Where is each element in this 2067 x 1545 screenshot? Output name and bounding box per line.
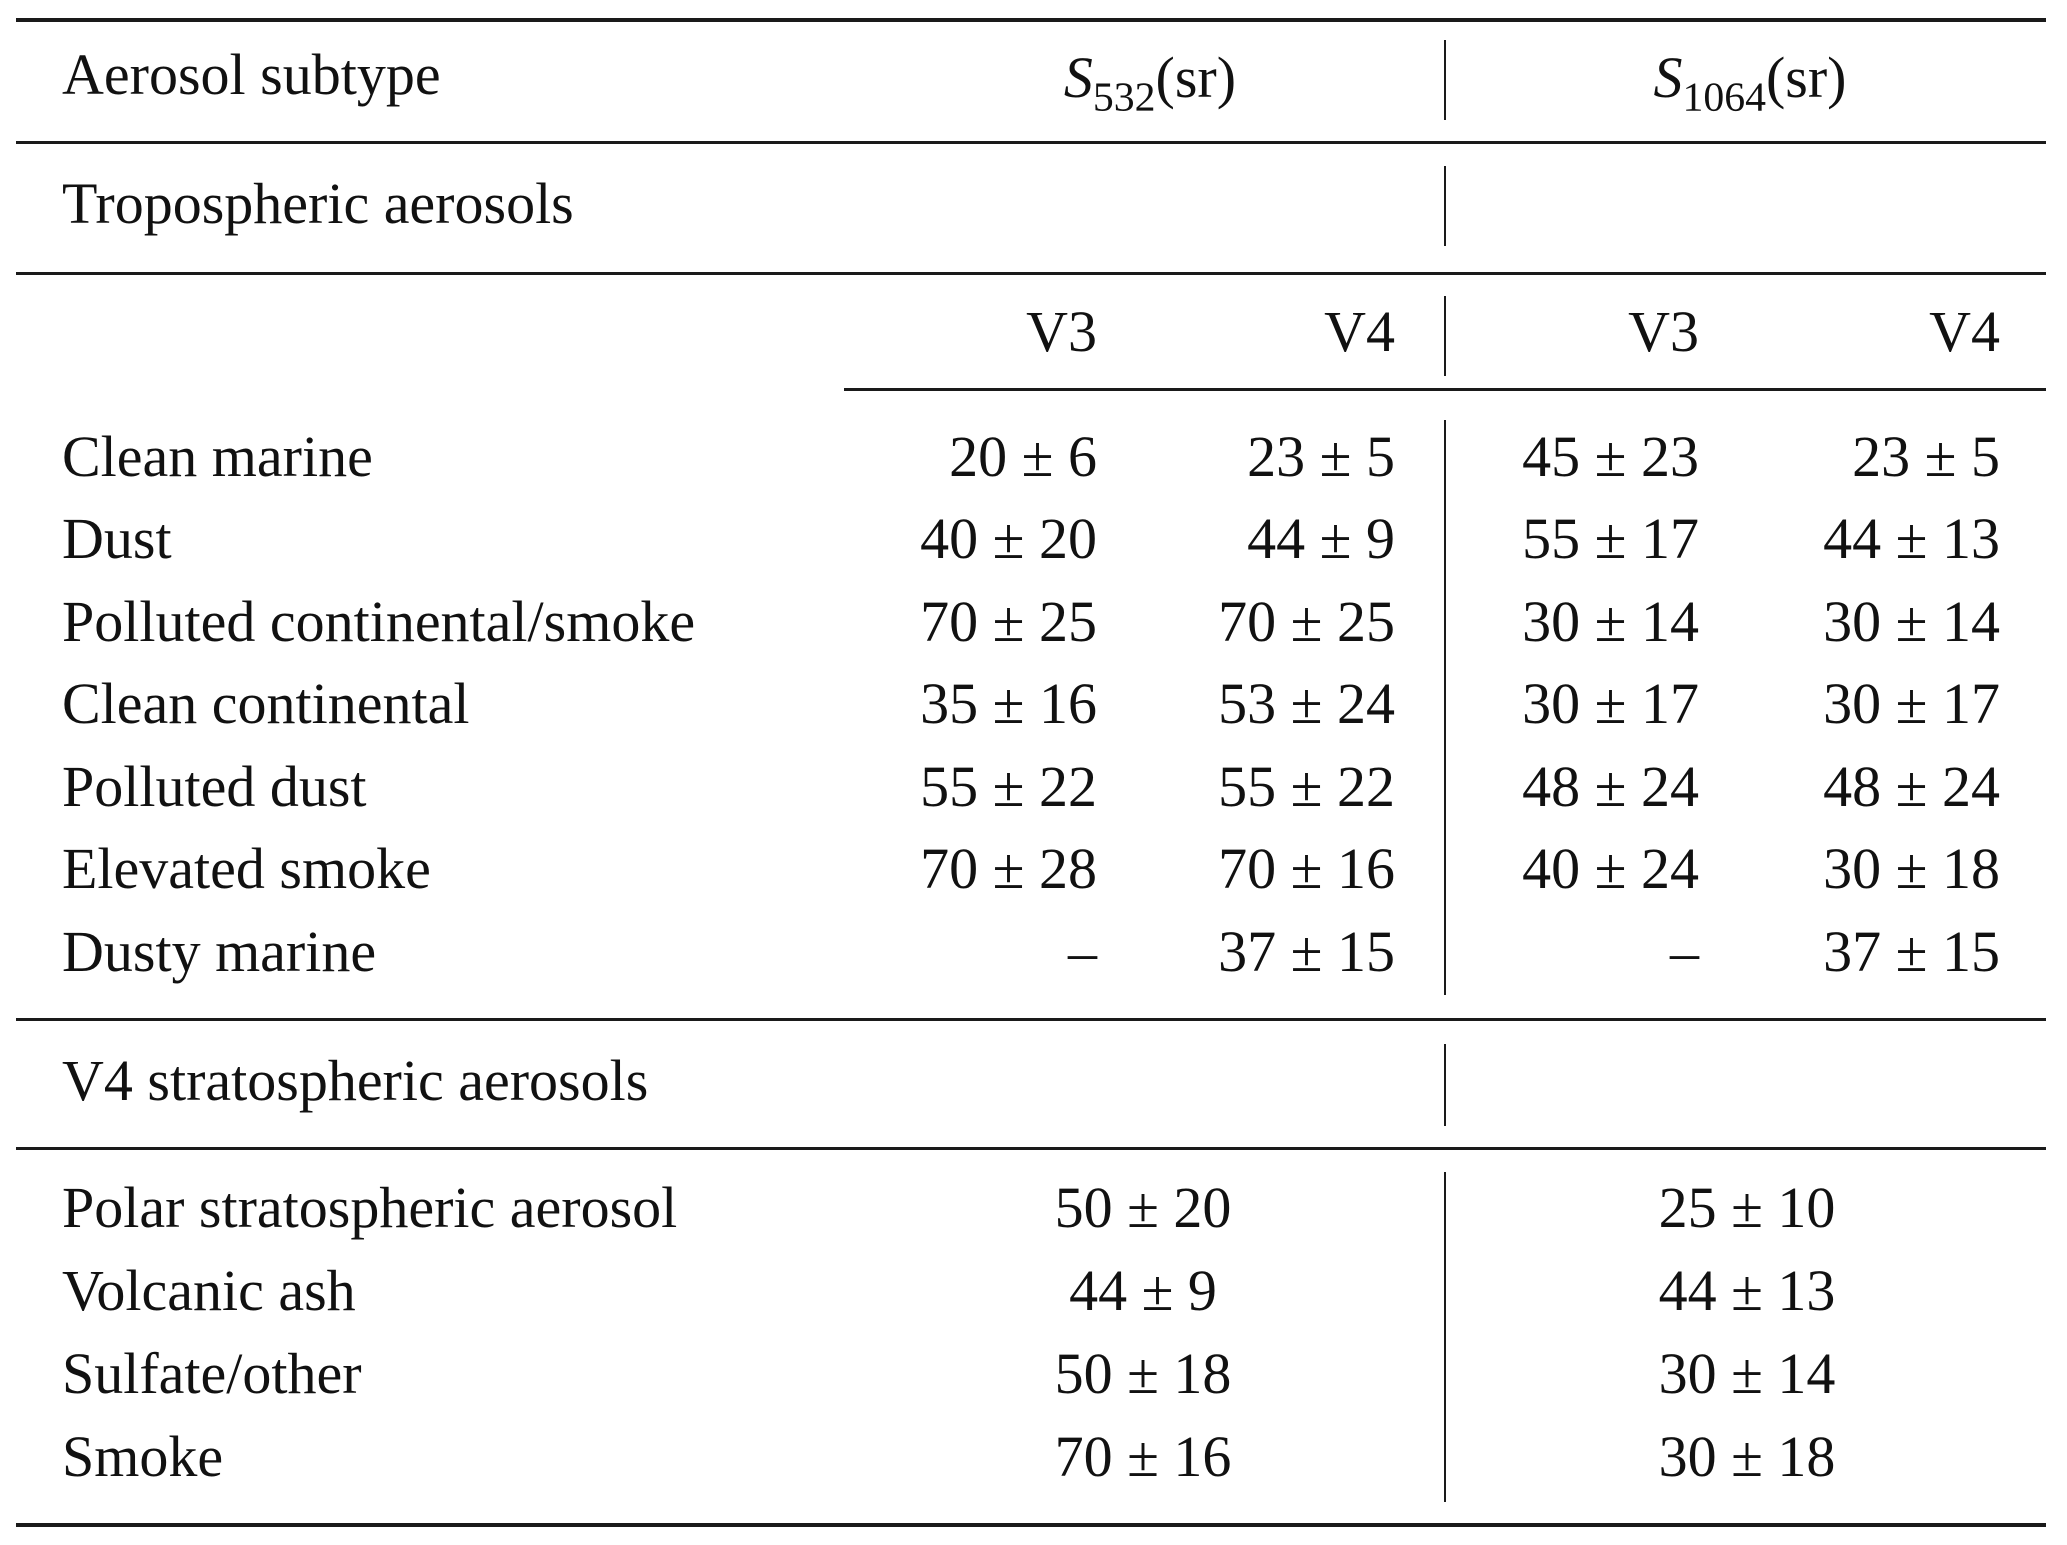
column-divider	[1444, 166, 1446, 246]
tropo-end-rule	[16, 1018, 2046, 1021]
cell-s1064-v3: 40 ± 24	[1522, 836, 1699, 901]
version-header: V3	[1026, 299, 1097, 364]
cell-s1064: 44 ± 13	[1658, 1258, 1836, 1323]
cell-s1064-v3: 48 ± 24	[1522, 754, 1699, 819]
cell-s532-v4: 37 ± 15	[1218, 919, 1395, 984]
row-name: Polar stratospheric aerosol	[62, 1175, 678, 1240]
row-name: Polluted continental/smoke	[62, 589, 696, 654]
s532-symbol: S	[1063, 45, 1093, 110]
s1064-symbol: S	[1653, 45, 1683, 110]
cell-s532-v4: 55 ± 22	[1218, 754, 1395, 819]
cell-s1064: 30 ± 14	[1658, 1341, 1836, 1406]
version-header: V4	[1324, 299, 1395, 364]
row-name: Elevated smoke	[62, 836, 431, 901]
cell-s1064: 30 ± 18	[1658, 1424, 1836, 1489]
cell-s532: 50 ± 18	[1054, 1341, 1232, 1406]
column-divider	[1444, 1044, 1446, 1126]
strato-label-rule	[16, 1147, 2046, 1150]
cell-s532-v3: 40 ± 20	[920, 506, 1097, 571]
header-s532: S532(sr)	[900, 49, 1400, 119]
cell-s532-v3: 35 ± 16	[920, 671, 1097, 736]
row-name: Smoke	[62, 1424, 224, 1489]
cell-s532: 50 ± 20	[1054, 1175, 1232, 1240]
version-rule	[844, 388, 2046, 391]
cell-s532-v3: 20 ± 6	[949, 424, 1097, 489]
row-name: Dust	[62, 506, 172, 571]
top-rule	[16, 18, 2046, 22]
s1064-subscript: 1064	[1682, 74, 1766, 121]
column-divider	[1444, 40, 1446, 120]
cell-s532-v3: –	[1068, 919, 1097, 984]
cell-s532-v3: 70 ± 25	[920, 589, 1097, 654]
cell-s1064-v3: 30 ± 17	[1522, 671, 1699, 736]
column-divider	[1444, 296, 1446, 376]
version-header: V3	[1628, 299, 1699, 364]
row-name: Sulfate/other	[62, 1341, 362, 1406]
s1064-unit: (sr)	[1765, 45, 1847, 110]
row-name: Clean continental	[62, 671, 470, 736]
cell-s1064: 25 ± 10	[1658, 1175, 1836, 1240]
column-divider	[1444, 1172, 1446, 1502]
cell-s1064-v3: 45 ± 23	[1522, 424, 1699, 489]
cell-s532-v4: 70 ± 16	[1218, 836, 1395, 901]
row-name: Clean marine	[62, 424, 373, 489]
cell-s1064-v3: 30 ± 14	[1522, 589, 1699, 654]
cell-s532: 44 ± 9	[1069, 1258, 1217, 1323]
header-s1064: S1064(sr)	[1500, 49, 2000, 119]
cell-s532-v4: 23 ± 5	[1247, 424, 1395, 489]
cell-s532-v3: 55 ± 22	[920, 754, 1097, 819]
tropo-label-rule	[16, 272, 2046, 275]
row-name: Polluted dust	[62, 754, 367, 819]
row-name: Dusty marine	[62, 919, 377, 984]
cell-s1064-v4: 30 ± 18	[1823, 836, 2000, 901]
cell-s1064-v4: 23 ± 5	[1852, 424, 2000, 489]
bottom-rule	[16, 1523, 2046, 1527]
cell-s532-v4: 53 ± 24	[1218, 671, 1395, 736]
s532-unit: (sr)	[1155, 45, 1237, 110]
header-rule	[16, 141, 2046, 144]
cell-s1064-v4: 48 ± 24	[1823, 754, 2000, 819]
cell-s1064-v4: 37 ± 15	[1823, 919, 2000, 984]
s532-subscript: 532	[1092, 74, 1156, 121]
cell-s1064-v4: 30 ± 14	[1823, 589, 2000, 654]
cell-s532-v4: 44 ± 9	[1247, 506, 1395, 571]
cell-s1064-v4: 30 ± 17	[1823, 671, 2000, 736]
cell-s1064-v4: 44 ± 13	[1823, 506, 2000, 571]
section-label-tropospheric: Tropospheric aerosols	[62, 171, 574, 236]
cell-s1064-v3: 55 ± 17	[1522, 506, 1699, 571]
version-header: V4	[1929, 299, 2000, 364]
column-divider	[1444, 420, 1446, 995]
header-subtype: Aerosol subtype	[62, 42, 441, 107]
cell-s532: 70 ± 16	[1054, 1424, 1232, 1489]
cell-s532-v3: 70 ± 28	[920, 836, 1097, 901]
cell-s1064-v3: –	[1670, 919, 1699, 984]
section-label-stratospheric: V4 stratospheric aerosols	[62, 1048, 649, 1113]
cell-s532-v4: 70 ± 25	[1218, 589, 1395, 654]
row-name: Volcanic ash	[62, 1258, 356, 1323]
